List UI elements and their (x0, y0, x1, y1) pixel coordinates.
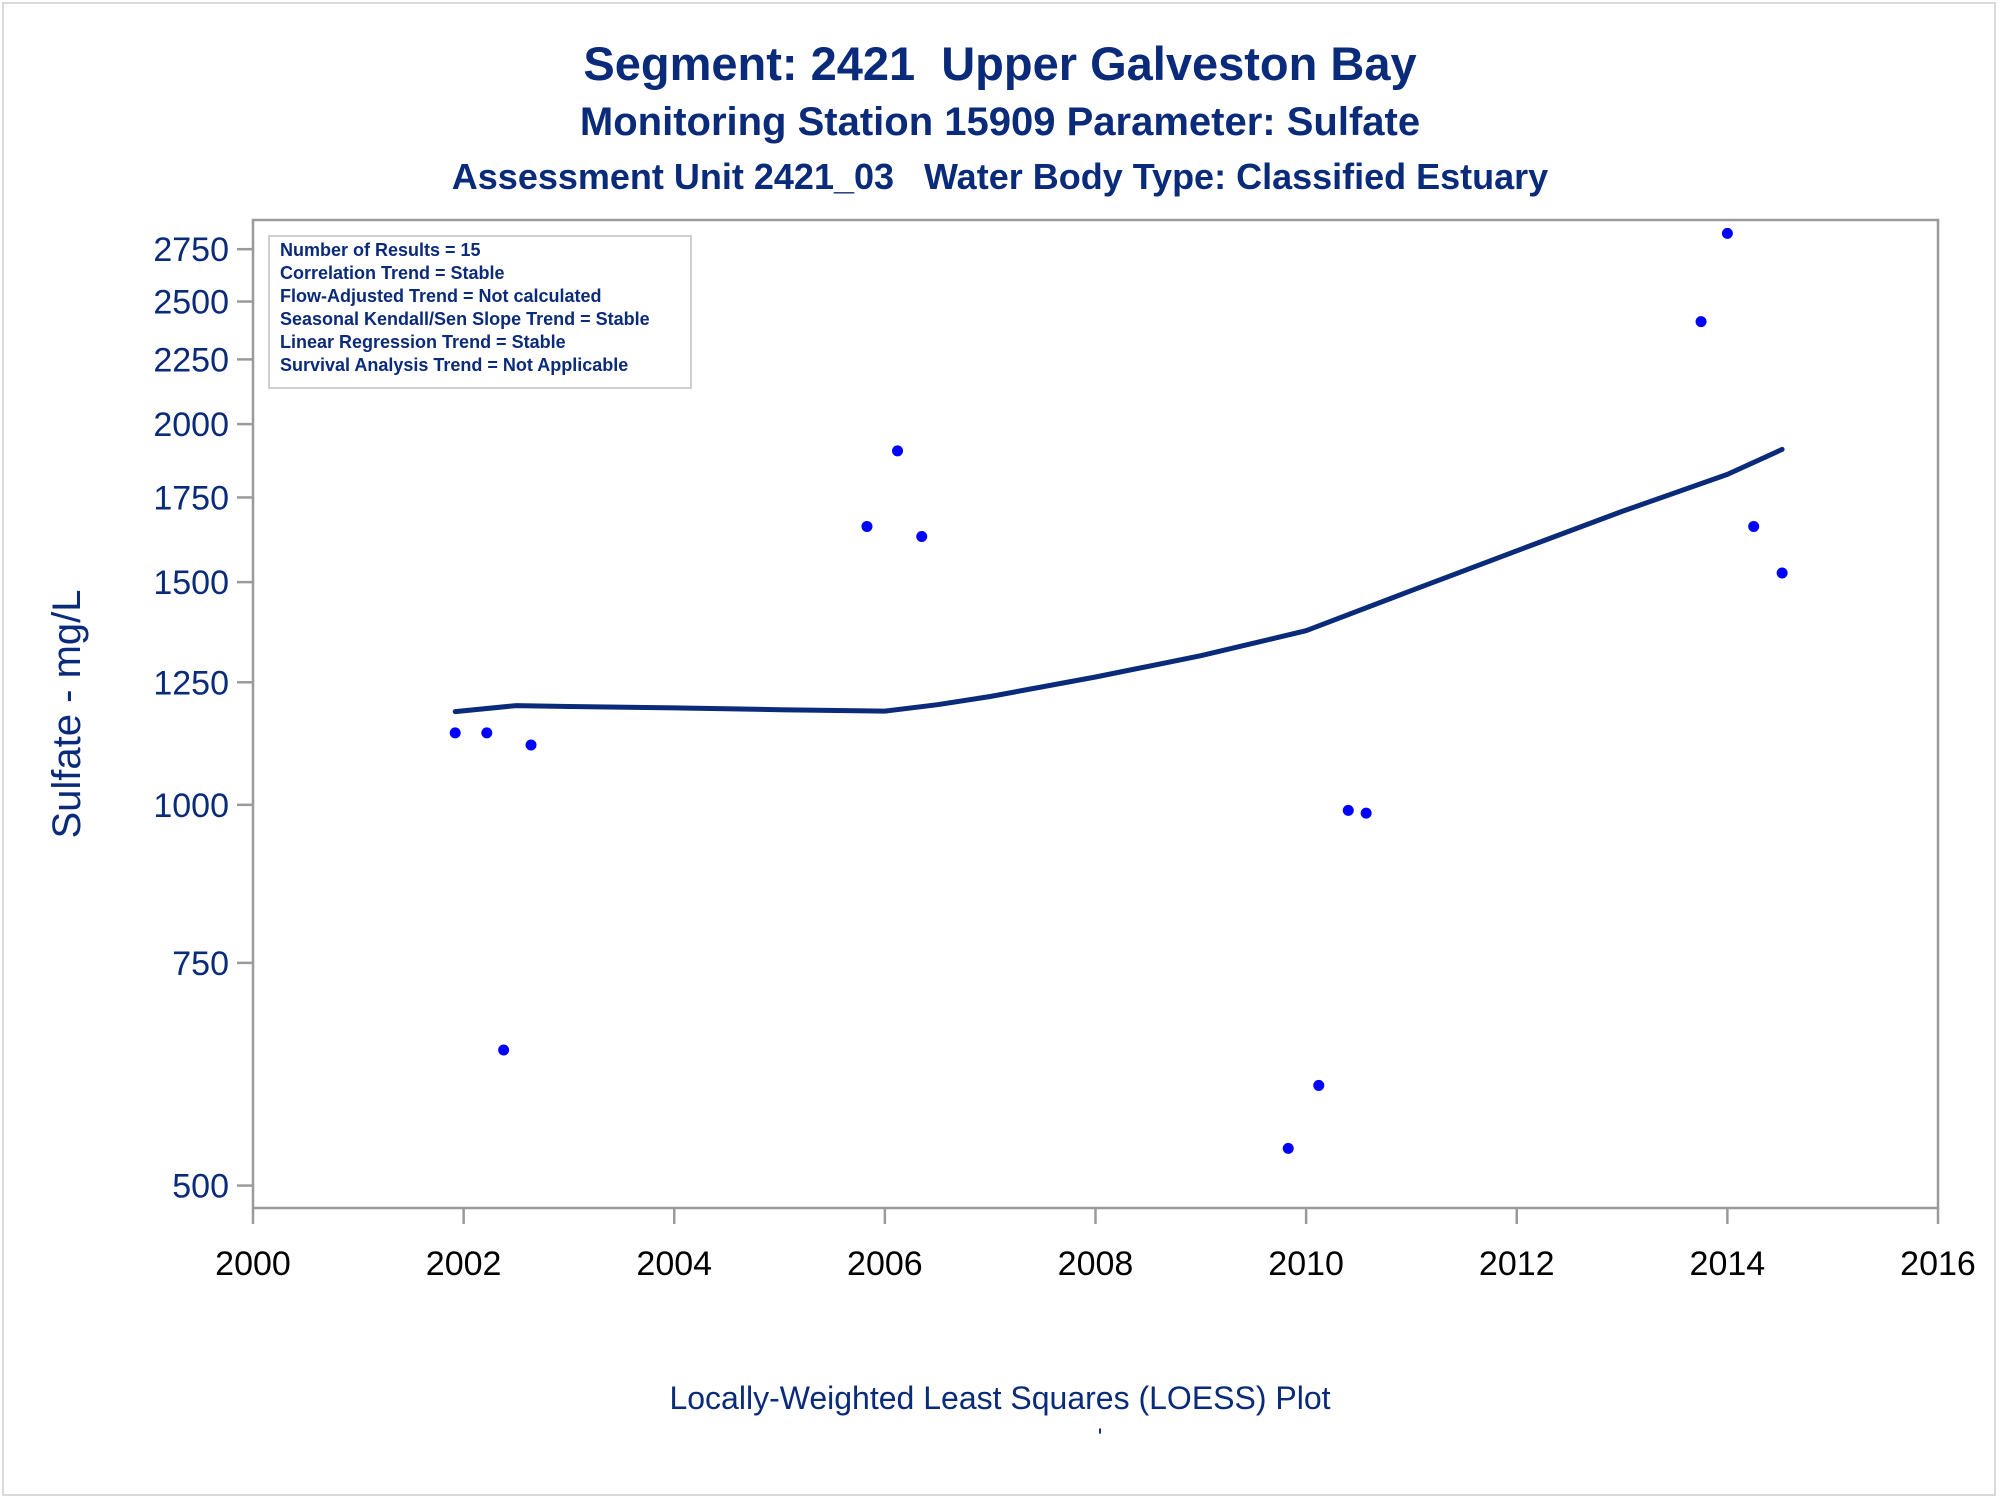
x-tick-label: 2010 (1268, 1245, 1344, 1283)
data-point (1748, 520, 1760, 532)
data-point (1695, 316, 1707, 328)
stats-line: Number of Results = 15 (280, 240, 481, 260)
footnote: Locally-Weighted Least Squares (LOESS) P… (669, 1380, 1331, 1416)
y-axis-label: Sulfate - mg/L (45, 589, 89, 838)
y-tick-label: 1000 (153, 787, 229, 825)
x-tick-label: 2014 (1690, 1245, 1766, 1283)
x-tick-label: 2008 (1058, 1245, 1134, 1283)
chart-subtitle: Monitoring Station 15909 Parameter: Sulf… (579, 100, 1421, 144)
y-tick-label: 500 (172, 1168, 229, 1206)
x-tick-label: 2016 (1900, 1245, 1976, 1283)
data-point (861, 520, 873, 532)
stats-line: Flow-Adjusted Trend = Not calculated (280, 286, 602, 306)
data-point (916, 530, 928, 542)
y-tick-label: 2000 (153, 406, 229, 444)
data-point (1313, 1079, 1325, 1091)
data-point (1360, 807, 1372, 819)
x-tick-label: 2012 (1479, 1245, 1555, 1283)
stats-line: Linear Regression Trend = Stable (280, 332, 566, 352)
stats-line: Survival Analysis Trend = Not Applicable (280, 355, 628, 375)
x-tick-label: 2006 (847, 1245, 923, 1283)
y-tick-label: 2250 (153, 341, 229, 379)
stats-box (268, 235, 692, 389)
data-point (1342, 804, 1354, 816)
stats-line: Seasonal Kendall/Sen Slope Trend = Stabl… (280, 309, 650, 329)
footnote-mark: ' (1097, 1424, 1103, 1451)
data-point (1282, 1142, 1294, 1154)
chart-subtitle-2: Assessment Unit 2421_03 Water Body Type:… (451, 156, 1549, 197)
loess-trend-line (452, 446, 1785, 715)
x-tick-label: 2000 (215, 1245, 291, 1283)
y-tick-label: 1750 (153, 479, 229, 517)
y-tick-label: 1250 (153, 664, 229, 702)
y-tick-label: 2500 (153, 284, 229, 322)
y-tick-label: 750 (172, 945, 229, 983)
data-point (449, 727, 461, 739)
data-point (1721, 227, 1733, 239)
data-point (525, 739, 537, 751)
data-point (892, 445, 904, 457)
data-point (481, 727, 493, 739)
x-tick-label: 2004 (636, 1245, 712, 1283)
stats-line: Correlation Trend = Stable (280, 263, 505, 283)
y-tick-label: 1500 (153, 564, 229, 602)
data-point (498, 1044, 510, 1056)
x-tick-label: 2002 (426, 1245, 502, 1283)
chart-title: Segment: 2421 Upper Galveston Bay (583, 37, 1417, 90)
data-point (1776, 567, 1788, 579)
y-tick-label: 2750 (153, 231, 229, 269)
